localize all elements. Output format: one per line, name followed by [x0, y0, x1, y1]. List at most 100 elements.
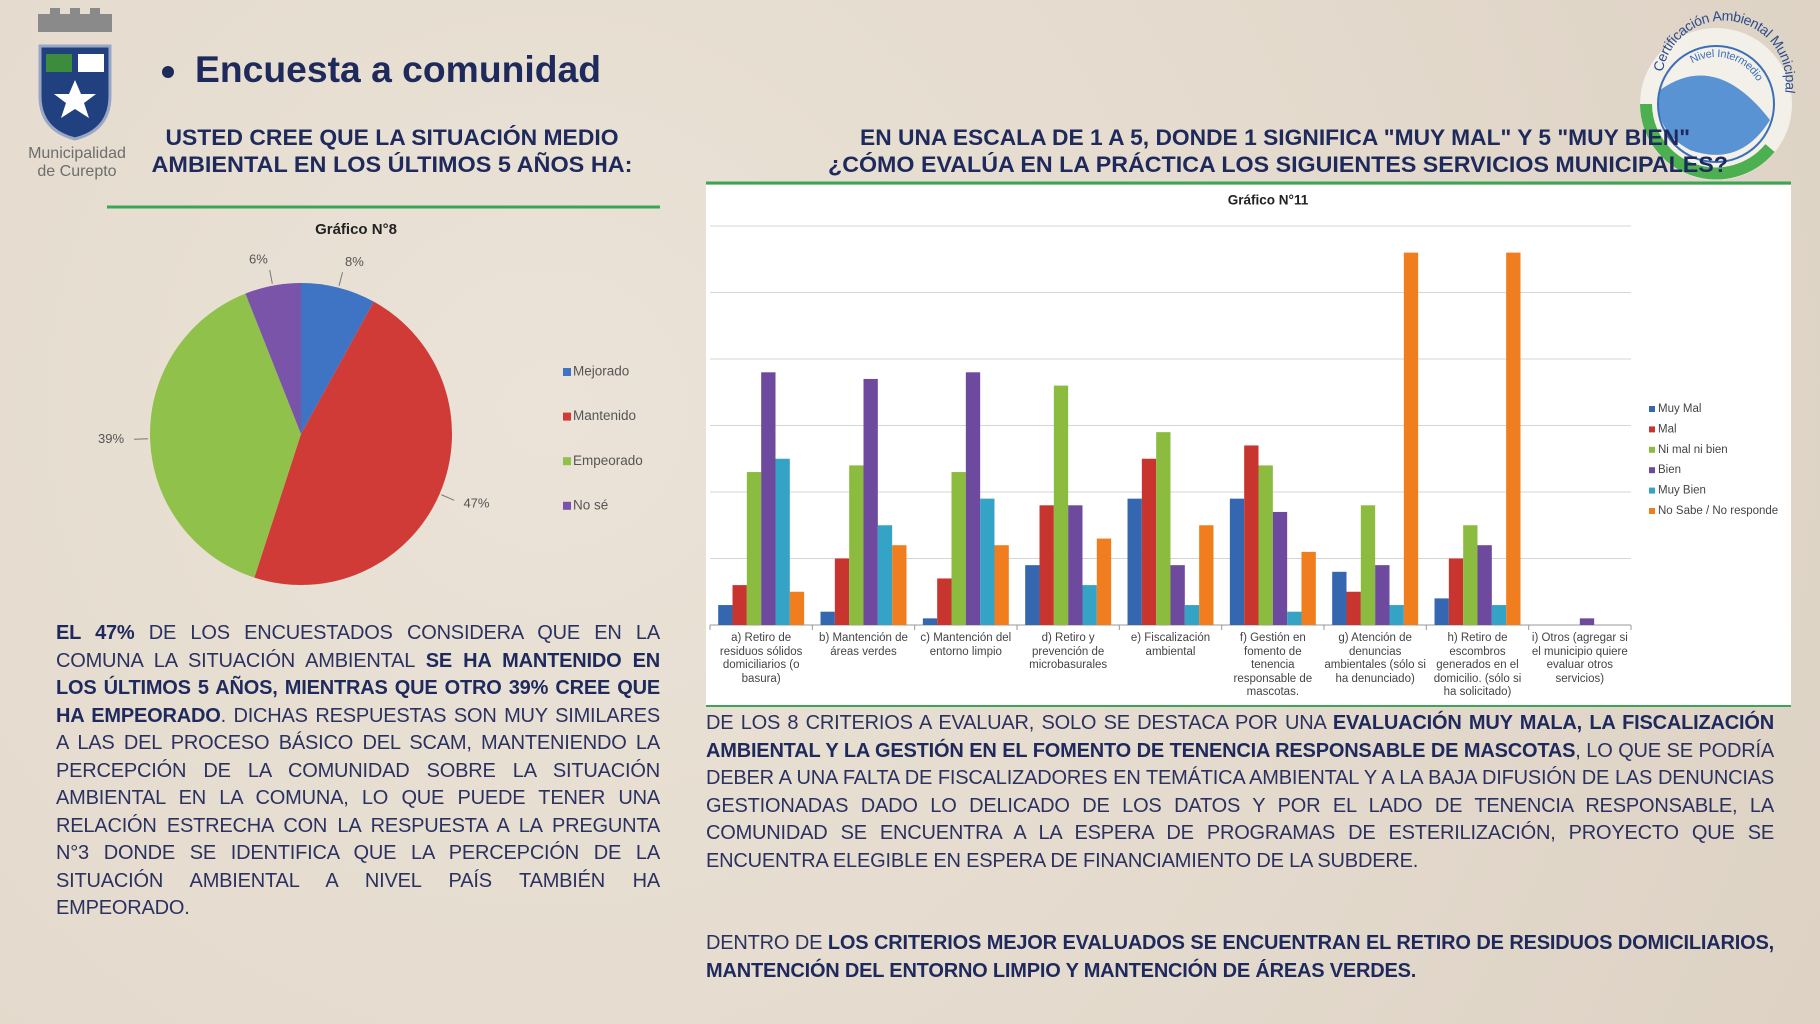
bar [1434, 598, 1449, 625]
legend-swatch [563, 368, 571, 376]
pie-slice [149, 293, 301, 578]
bar [980, 498, 995, 625]
bar [1170, 565, 1185, 625]
bar [1229, 498, 1245, 625]
bold-text: EVALUACIÓN MUY MALA, LA FISCALIZACIÓN AM… [706, 712, 1774, 762]
pie-label: 6% [249, 252, 268, 267]
logo-field [78, 54, 104, 72]
legend-swatch [1649, 426, 1655, 433]
pie-slice [245, 283, 301, 434]
bar [1068, 505, 1083, 625]
bar [1389, 605, 1404, 625]
bar [892, 545, 907, 625]
text: . DICHAS RESPUESTAS SON MUY SIMILARES A … [56, 704, 660, 920]
pie-label: 39% [98, 431, 124, 446]
x-tick-label: a) Retiro de residuos sólidos domiciliar… [719, 632, 803, 685]
municipal-logo: Municipalidad de Curepto [28, 8, 126, 180]
legend-label: Mal [1658, 423, 1677, 435]
text: DE LOS ENCUESTADOS CONSIDERA QUE EN LA C… [56, 622, 660, 672]
legend-swatch [563, 457, 571, 466]
text: DENTRO DE [706, 932, 828, 954]
legend-swatch [1649, 406, 1655, 412]
pie-slice [254, 301, 453, 586]
pie-leader [441, 494, 455, 501]
text: DE LOS 8 CRITERIOS A EVALUAR, SOLO SE DE… [706, 712, 1333, 734]
bar [1360, 505, 1376, 625]
bar [994, 545, 1009, 625]
legend-swatch [1649, 446, 1655, 453]
logo-text: Municipalidad [28, 145, 126, 162]
x-tick-label: d) Retiro y prevención de microbasurales [1029, 632, 1108, 671]
bar [937, 578, 952, 625]
legend-swatch [563, 412, 571, 421]
x-tick-label: c) Mantención del entorno limpio [920, 632, 1012, 658]
logo-crown [38, 8, 112, 32]
right-paragraph: DENTRO DE LOS CRITERIOS MEJOR EVALUADOS … [706, 930, 1774, 985]
bar [1258, 465, 1273, 625]
chart-title: Gráfico N°8 [315, 221, 397, 238]
bar [1082, 585, 1097, 625]
bar [1332, 571, 1347, 625]
bold-text: SE HA MANTENIDO EN LOS ÚLTIMOS 5 AÑOS, M… [56, 649, 661, 727]
bar [863, 378, 878, 625]
seal-shape [1658, 75, 1770, 155]
legend-swatch [563, 501, 571, 510]
pie-leader [269, 269, 273, 284]
bar [1301, 551, 1316, 625]
bar [1141, 458, 1157, 625]
bar [789, 591, 805, 625]
x-tick-label: e) Fiscalización ambiental [1130, 632, 1211, 658]
legend-swatch [1649, 508, 1655, 514]
seal-ring [1657, 45, 1775, 163]
x-tick-label: g) Atención de denuncias ambientales (só… [1324, 632, 1426, 685]
left-question: AMBIENTAL EN LOS ÚLTIMOS 5 AÑOS HA: [152, 152, 633, 177]
left-paragraph: EL 47% DE LOS ENCUESTADOS CONSIDERA QUE … [56, 620, 660, 923]
bar [775, 458, 790, 625]
bold-text: EL 47% [56, 622, 135, 644]
pie-slice [301, 283, 374, 434]
x-tick-label: i) Otros (agregar si el municipio quiere… [1531, 632, 1628, 685]
legend-label: Empeorado [573, 453, 643, 468]
bar [951, 472, 966, 625]
legend-label: Mantenido [573, 408, 636, 423]
bar [1506, 252, 1521, 625]
bar [1375, 565, 1390, 625]
bar [922, 618, 938, 625]
bar [1403, 252, 1419, 625]
header-title: Encuesta a comunidad [195, 49, 601, 90]
logo-star [54, 80, 96, 118]
bar [1579, 618, 1595, 625]
bar [1463, 525, 1478, 625]
x-tick-label: b) Mantención de áreas verdes [819, 632, 908, 658]
x-tick-label: f) Gestión en fomento de tenencia respon… [1233, 632, 1313, 698]
bar [1448, 558, 1464, 625]
bar [820, 611, 835, 625]
legend-swatch [1649, 487, 1655, 494]
bar [834, 558, 850, 625]
pie-label: 8% [345, 254, 364, 269]
bar [1477, 545, 1492, 625]
right-question: ¿CÓMO EVALÚA EN LA PRÁCTICA LOS SIGUIENT… [828, 152, 1728, 177]
bar [1272, 511, 1288, 625]
x-tick-label: h) Retiro de escombros generados en el d… [1433, 632, 1522, 698]
header-bullet [162, 66, 174, 78]
logo-text: de Curepto [37, 163, 116, 180]
bar [849, 465, 864, 625]
pie-leader [338, 272, 344, 286]
legend-label: Mejorado [573, 364, 629, 379]
logo-field [46, 54, 72, 72]
bar [1184, 605, 1200, 625]
legend-label: Ni mal ni bien [1658, 444, 1728, 456]
legend-swatch [1649, 467, 1655, 474]
bar [1287, 611, 1302, 625]
bar [877, 525, 893, 625]
bar [1199, 525, 1214, 625]
bar [1025, 565, 1040, 625]
bar [1039, 505, 1054, 625]
left-question: USTED CREE QUE LA SITUACIÓN MEDIO [166, 125, 619, 150]
right-paragraph: DE LOS 8 CRITERIOS A EVALUAR, SOLO SE DE… [706, 710, 1774, 875]
bar [1156, 432, 1171, 625]
bar [1096, 538, 1112, 625]
